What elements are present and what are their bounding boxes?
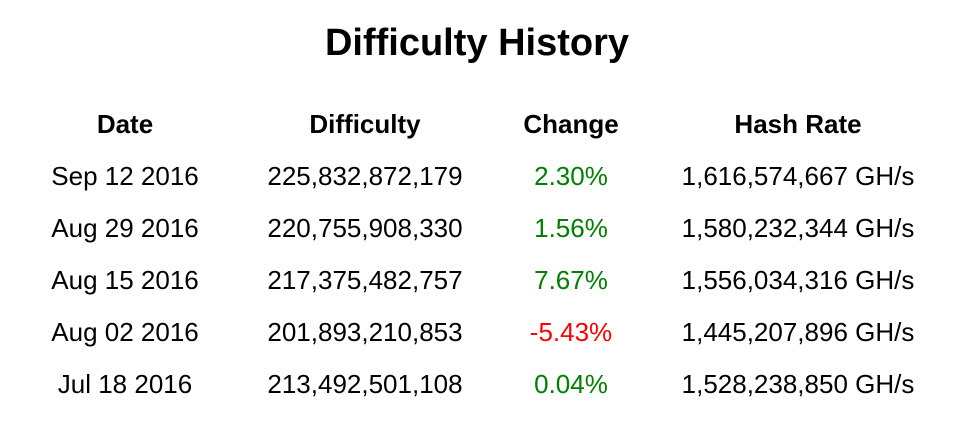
- date-cell: Jul 18 2016: [57, 368, 193, 399]
- difficulty-cell: 220,755,908,330: [267, 212, 463, 243]
- hash-rate-cell: 1,445,207,896 GH/s: [681, 316, 915, 347]
- date-cell: Aug 29 2016: [51, 212, 199, 243]
- change-cell: 7.67%: [534, 264, 608, 295]
- change-cell: 2.30%: [534, 160, 608, 191]
- column-header-date: Date: [96, 108, 154, 139]
- hash-rate-cell: 1,556,034,316 GH/s: [681, 264, 915, 295]
- table-header-row: Date Difficulty Change Hash Rate: [25, 98, 954, 150]
- hash-rate-cell: 1,580,232,344 GH/s: [681, 212, 915, 243]
- difficulty-cell: 217,375,482,757: [267, 264, 463, 295]
- table-row: Jul 18 2016 213,492,501,108 0.04% 1,528,238…: [25, 358, 954, 410]
- difficulty-history-table: Date Difficulty Change Hash Rate Sep 12 …: [25, 98, 954, 410]
- column-header-change: Change: [523, 108, 619, 139]
- hash-rate-cell: 1,616,574,667 GH/s: [681, 160, 915, 191]
- difficulty-cell: 201,893,210,853: [267, 316, 463, 347]
- table-row: Aug 29 2016 220,755,908,330 1.56% 1,580,232…: [25, 202, 954, 254]
- date-cell: Sep 12 2016: [51, 160, 199, 191]
- page-title: Difficulty History: [324, 22, 630, 64]
- hash-rate-cell: 1,528,238,850 GH/s: [681, 368, 915, 399]
- table-body: Sep 12 2016 225,832,872,179 2.30% 1,616,574…: [25, 150, 954, 410]
- date-cell: Aug 15 2016: [51, 264, 199, 295]
- difficulty-cell: 213,492,501,108: [267, 368, 463, 399]
- change-cell: 1.56%: [534, 212, 608, 243]
- difficulty-history-page: Difficulty History Date Difficulty Chang…: [0, 20, 954, 410]
- difficulty-cell: 225,832,872,179: [267, 160, 463, 191]
- date-cell: Aug 02 2016: [51, 316, 199, 347]
- change-cell: 0.04%: [534, 368, 608, 399]
- column-header-hash-rate: Hash Rate: [734, 108, 862, 139]
- change-cell: -5.43%: [529, 316, 613, 347]
- table-row: Aug 15 2016 217,375,482,757 7.67% 1,556,034…: [25, 254, 954, 306]
- table-row: Aug 02 2016 201,893,210,853 -5.43% 1,445,20…: [25, 306, 954, 358]
- column-header-difficulty: Difficulty: [309, 108, 421, 139]
- table-row: Sep 12 2016 225,832,872,179 2.30% 1,616,574…: [25, 150, 954, 202]
